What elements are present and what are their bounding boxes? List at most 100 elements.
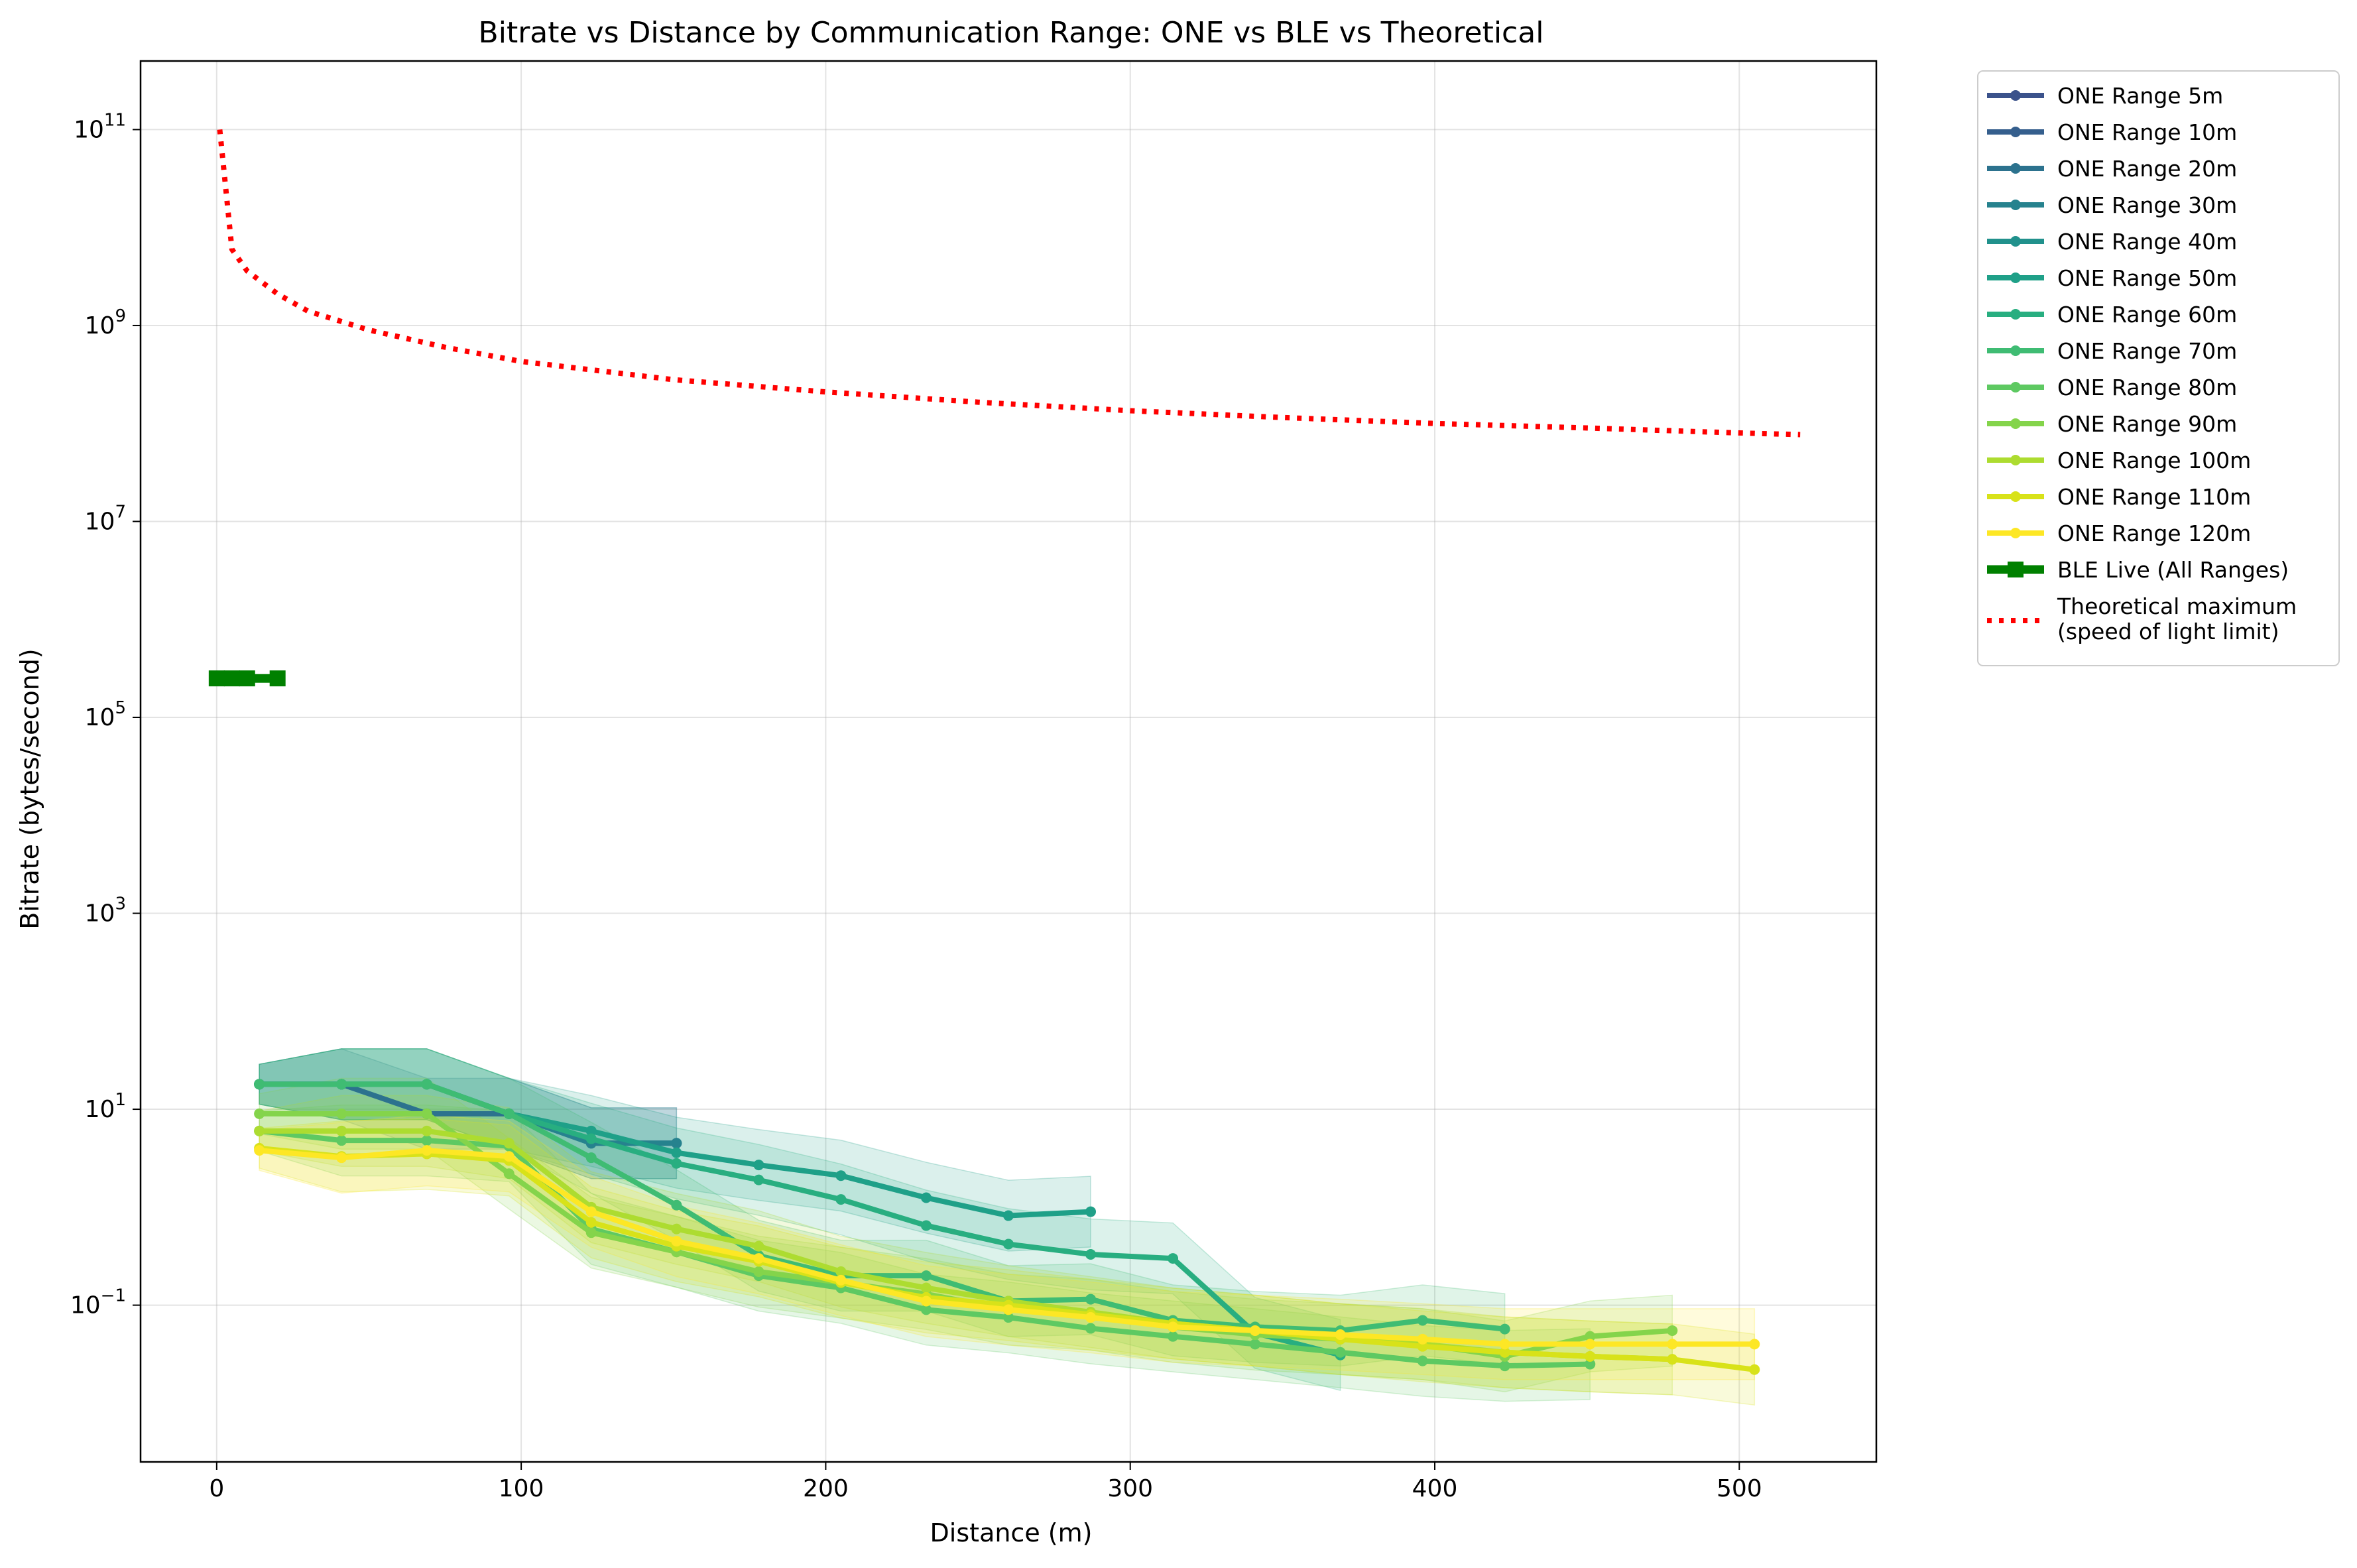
data-point [835,1274,847,1286]
data-point [1085,1248,1097,1260]
data-point [254,1145,265,1156]
data-point [753,1240,764,1252]
data-point [239,670,255,687]
data-point [671,1138,682,1149]
data-point [1003,1304,1014,1315]
data-point [1667,1325,1678,1336]
x-tick-label: 200 [803,1475,849,1502]
data-point [920,1296,932,1307]
legend-label: ONE Range 10m [2057,119,2237,145]
data-point [254,1108,265,1119]
data-point [920,1192,932,1203]
data-point [1585,1358,1596,1370]
data-point [1085,1323,1097,1334]
data-point [753,1253,764,1264]
data-point [223,670,240,687]
legend-label: ONE Range 90m [2057,411,2237,437]
data-point [1499,1347,1510,1358]
confidence-band [259,1114,1756,1380]
data-point [269,670,286,687]
y-tick-label: 1011 [74,110,126,143]
legend-label: ONE Range 50m [2057,265,2237,291]
data-point [254,1079,265,1090]
data-point [1335,1329,1346,1341]
data-point [336,1079,347,1090]
data-point [920,1270,932,1282]
confidence-band [259,1118,1756,1406]
y-tick-label: 105 [85,698,126,731]
y-tick-label: 107 [85,502,126,535]
data-point [208,670,225,687]
data-point [671,1199,682,1211]
legend-marker [2010,90,2021,101]
data-point [585,1133,597,1144]
data-point [671,1147,682,1158]
data-point [1250,1325,1261,1336]
data-point [1168,1321,1179,1333]
data-point [1417,1315,1428,1326]
confidence-band [259,1048,1341,1392]
legend: ONE Range 5m ONE Range 10m ONE Range 20m ON… [1977,70,2340,666]
legend-box [1977,70,2340,666]
data-point [336,1108,347,1119]
legend-marker [2010,163,2021,174]
legend-marker [2010,455,2021,465]
y-axis: 1011 109 107 105 103 101 10−1 [70,110,141,1319]
legend-label: ONE Range 110m [2057,484,2251,510]
legend-label: ONE Range 70m [2057,338,2237,364]
data-point [1417,1333,1428,1345]
data-point [753,1160,764,1171]
legend-label: ONE Range 20m [2057,156,2237,182]
data-point [503,1151,514,1162]
confidence-band [259,1095,1673,1396]
data-point [671,1223,682,1235]
data-point [503,1108,514,1119]
data-point [1585,1339,1596,1350]
data-point [1499,1339,1510,1350]
data-point [1003,1210,1014,1221]
x-tick-label: 0 [209,1475,224,1502]
data-point [421,1108,432,1119]
legend-marker [2008,562,2024,577]
data-point [753,1266,764,1277]
legend-label: ONE Range 5m [2057,83,2223,109]
data-point [835,1170,847,1181]
y-tick-label: 10−1 [70,1286,126,1319]
data-point [1335,1347,1346,1358]
x-tick-label: 400 [1412,1475,1458,1502]
legend-marker [2010,382,2021,392]
y-tick-label: 101 [85,1090,126,1123]
data-point [920,1304,932,1315]
data-point [1499,1360,1510,1372]
data-point [503,1168,514,1179]
legend-label: ONE Range 60m [2057,302,2237,328]
y-tick-label: 103 [85,894,126,928]
data-point [585,1227,597,1238]
data-point [1168,1253,1179,1264]
plot-area [139,60,1878,1463]
data-point [585,1152,597,1164]
legend-label: ONE Range 40m [2057,229,2237,255]
x-axis-label: Distance (m) [930,1518,1093,1547]
legend-marker [2010,491,2021,502]
data-point [1417,1355,1428,1366]
data-point [585,1217,597,1228]
data-point [835,1194,847,1205]
data-point [1250,1339,1261,1350]
data-point [1499,1323,1510,1335]
data-point [1667,1339,1678,1350]
data-point [1003,1238,1014,1250]
data-point [421,1125,432,1136]
legend-label: BLE Live (All Ranges) [2057,557,2289,583]
legend-label: ONE Range 30m [2057,192,2237,218]
data-point [421,1079,432,1090]
plot-frame [139,60,1878,1463]
series-lines [208,129,1801,1375]
data-point [1085,1294,1097,1305]
legend-label: ONE Range 100m [2057,448,2251,473]
x-tick-label: 100 [499,1475,544,1502]
data-point [585,1125,597,1136]
x-tick-label: 300 [1107,1475,1153,1502]
data-point [835,1266,847,1277]
